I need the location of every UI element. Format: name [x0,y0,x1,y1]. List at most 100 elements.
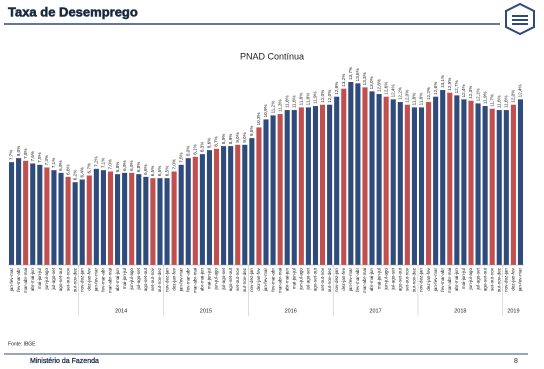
bar [150,178,156,265]
x-tick-label: dez-jan-fev [511,267,516,290]
bar [383,96,389,265]
value-label: 12,0% [405,90,410,103]
value-label: 10,3% [256,112,261,125]
bar [206,150,212,265]
bar [115,174,121,265]
x-tick-label: abr-mai-jun [30,268,35,292]
page-number: 8 [514,358,518,365]
bar [221,146,227,265]
x-tick-label: mai-jun-jul [376,268,381,289]
x-tick-label: jun-jul-ago [299,268,304,291]
value-label: 11,7% [489,94,494,107]
value-label: 7,0% [108,159,113,169]
bar [65,176,71,265]
value-label: 10,9% [263,104,268,117]
bar [44,167,50,265]
x-tick-label: mar-abr-mai [23,268,28,293]
x-tick-label: ago-set-out [398,267,403,291]
x-tick-label: fev-mar-abr [355,268,360,292]
x-tick-label: out-nov-dez [72,267,77,292]
value-label: 6,9% [129,160,134,170]
value-label: 13,3% [362,72,367,85]
bar [242,144,248,265]
bar [298,107,304,265]
value-label: 11,9% [482,91,487,104]
value-label: 7,0% [171,159,176,169]
value-label: 12,9% [447,78,452,91]
x-tick-label: jul-ago-set [51,267,56,290]
x-tick-label: jan-fev-mar [518,268,523,293]
bar [192,156,198,265]
x-tick-label: jan-fev-mar [178,268,183,293]
value-label: 11,9% [313,91,318,104]
x-tick-label: ago-set-out [482,267,487,291]
x-tick-label: nov-dez-jan [504,268,509,292]
x-tick-label: jan-fev-mar [9,268,14,293]
x-tick-label: set-out-nov [150,267,155,291]
value-label: 7,5% [37,152,42,162]
bar [228,146,234,265]
x-tick-label: jan-fev-mar [348,268,353,293]
bar [157,178,163,265]
bar [263,119,269,266]
value-label: 8,1% [193,144,198,154]
chart-subtitle: PNAD Contínua [240,51,304,61]
bar [411,107,417,265]
x-tick-label: mar-abr-mai [108,268,113,293]
year-label: 2014 [115,308,127,314]
bar [440,90,446,266]
bar [291,110,297,265]
bar [404,104,410,265]
x-tick-label: fev-mar-abr [270,268,275,292]
x-tick-label: set-out-nov [489,267,494,291]
x-tick-label: abr-mai-jun [284,268,289,292]
slide-title: Taxa de Desemprego [8,4,138,19]
x-tick-label: mar-abr-mai [362,268,367,293]
year-label: 2017 [369,308,381,314]
value-label: 12,4% [390,84,395,97]
x-tick-label: nov-dez-jan [334,268,339,292]
x-tick-label: jun-jul-ago [383,268,388,291]
year-label: 2016 [285,308,297,314]
value-label: 6,7% [87,163,92,173]
value-label: 6,6% [143,164,148,174]
bar [107,171,114,265]
x-tick-label: ago-set-out [313,267,318,291]
value-label: 6,8% [136,162,141,172]
value-label: 12,8% [376,79,381,92]
value-label: 6,4% [79,167,84,177]
year-label: 2018 [454,308,466,314]
x-tick-label: jan-fev-mar [94,268,99,293]
bar [496,110,502,265]
value-label: 11,6% [504,95,509,108]
bar [136,174,142,265]
value-label: 11,8% [299,93,304,106]
x-tick-label: nov-dez-jan [164,268,169,292]
bar [426,102,432,266]
value-label: 7,1% [101,158,106,168]
bar [503,110,509,265]
x-tick-label: mar-abr-mai [193,268,198,293]
value-label: 11,6% [284,95,289,108]
bar [270,115,276,266]
bar [16,158,22,265]
value-label: 12,0% [327,90,332,103]
bar [475,103,481,265]
value-label: 6,5% [150,166,155,176]
x-tick-label: out-nov-dez [496,267,501,292]
bar [30,163,36,265]
value-label: 12,4% [518,84,523,97]
value-label: 12,3% [468,86,473,99]
x-tick-label: jul-ago-set [475,267,480,290]
value-label: 6,2% [72,170,77,180]
value-label: 6,5% [157,166,162,176]
value-label: 12,2% [398,87,403,100]
value-label: 12,0% [320,90,325,103]
bar [376,94,382,266]
x-tick-label: ago-set-out [143,267,148,291]
x-tick-label: mai-jun-jul [461,268,466,289]
bar [489,108,495,265]
x-tick-label: jun-jul-ago [129,268,134,291]
source-note: Fonte: IBGE [8,341,36,347]
x-tick-label: jul-ago-set [390,267,395,290]
